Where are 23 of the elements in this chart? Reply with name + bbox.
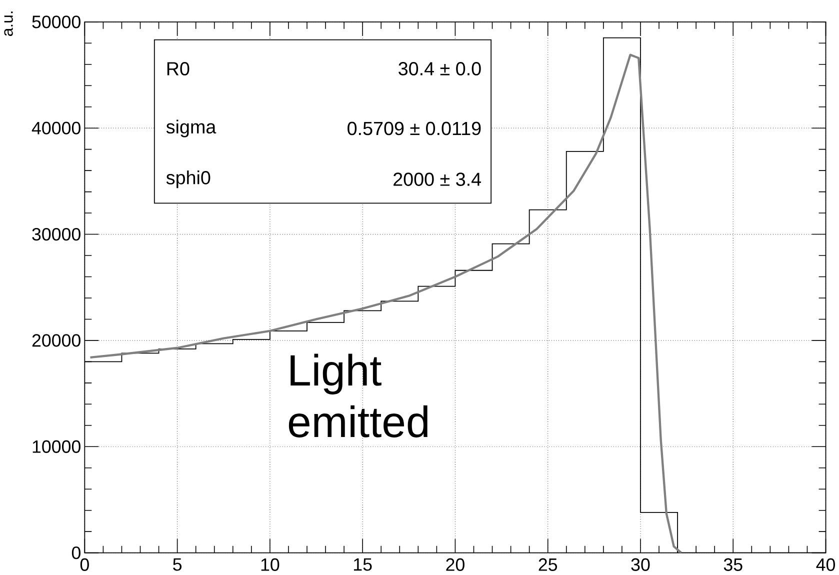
y-tick-label: 20000 <box>32 334 80 347</box>
x-tick-label: 30 <box>631 558 650 572</box>
x-tick-label: 5 <box>173 558 182 571</box>
annotation: 0.5709 ± 0.0119 <box>348 122 481 136</box>
x-tick-label: 10 <box>261 558 280 572</box>
y-axis-title: a.u. <box>4 12 13 36</box>
x-tick-label: 35 <box>724 558 742 572</box>
x-tick-label: 15 <box>354 558 372 571</box>
x-tick-label: 0 <box>80 558 89 572</box>
x-tick-label: 40 <box>816 558 836 572</box>
annotation: R0 <box>167 62 190 76</box>
y-tick-label: 10000 <box>32 440 80 454</box>
x-tick-label: 20 <box>446 558 464 572</box>
y-tick-label: 40000 <box>32 122 80 135</box>
y-tick-label: 50000 <box>32 16 80 28</box>
x-tick-label: 25 <box>538 558 558 572</box>
y-tick-label: 30000 <box>32 228 80 241</box>
annotation: sphi0 <box>166 170 210 188</box>
annotation: 2000 ± 3.4 <box>394 172 482 186</box>
y-tick-label: 0 <box>72 546 80 560</box>
annotation: 30.4 ± 0.0 <box>398 62 481 76</box>
annotation: Light emitted <box>288 354 428 438</box>
annotation: sigma <box>166 120 216 138</box>
